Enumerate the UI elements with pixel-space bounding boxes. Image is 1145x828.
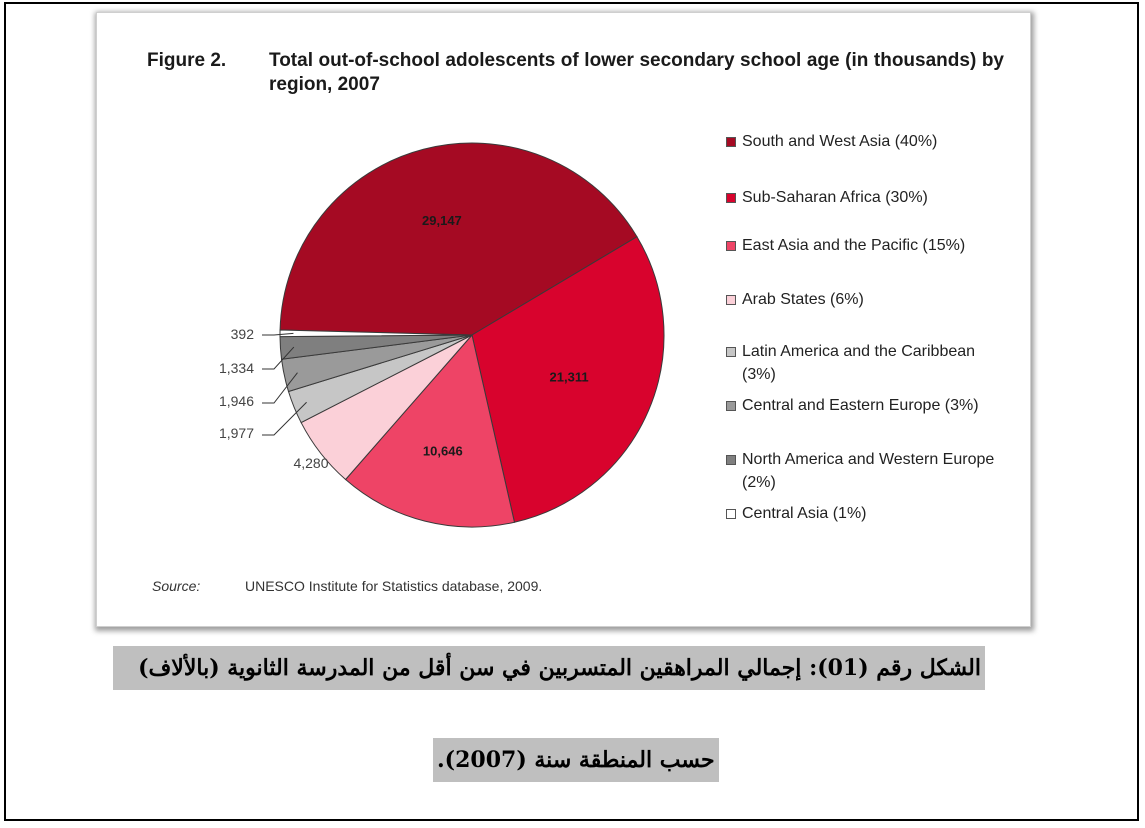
- data-label-south-and-west-asia: 29,147: [422, 213, 462, 228]
- data-label-arab-states: 4,280: [293, 455, 328, 471]
- legend-item-latin-america-and-the-caribbean: Latin America and the Caribbean (3%): [726, 340, 1002, 386]
- legend-label: Central and Eastern Europe (3%): [742, 397, 979, 414]
- legend-item-sub-saharan-africa: Sub-Saharan Africa (30%): [726, 186, 1002, 209]
- pie-slice-south-and-west-asia: [279, 142, 638, 336]
- data-label-central-and-eastern-europe: 1,946: [219, 393, 254, 409]
- source-label: Source:: [152, 578, 201, 594]
- data-label-central-asia: 392: [231, 326, 255, 342]
- data-label-sub-saharan-africa: 21,311: [550, 370, 589, 385]
- pie-slices: [279, 142, 665, 528]
- caption-line-1: الشكل رقم (01): إجمالي المراهقين المتسرب…: [113, 646, 985, 690]
- legend-swatch: [726, 347, 736, 357]
- legend-swatch: [726, 241, 736, 251]
- slice-labels: 29,147 21,311 10,646 4,280 1,977 1,946 1,334 39…: [219, 213, 589, 471]
- legend-label: South and West Asia (40%): [742, 133, 938, 150]
- legend-label: Arab States (6%): [742, 291, 864, 308]
- data-label-north-america-and-western-europe: 1,334: [219, 360, 254, 376]
- legend-item-central-asia: Central Asia (1%): [726, 502, 1002, 525]
- caption-line-2: حسب المنطقة سنة (2007).: [433, 738, 719, 782]
- page-frame: [4, 2, 1139, 821]
- legend-label: East Asia and the Pacific (15%): [742, 237, 966, 254]
- legend-swatch: [726, 509, 736, 519]
- legend-label: Sub-Saharan Africa (30%): [742, 189, 928, 206]
- legend-item-east-asia-and-the-pacific: East Asia and the Pacific (15%): [726, 234, 1002, 257]
- legend-swatch: [726, 193, 736, 203]
- pie-slice-sub-saharan-africa: [471, 236, 665, 523]
- legend-item-arab-states: Arab States (6%): [726, 288, 1002, 311]
- pie-slice-east-asia-and-the-pacific: [344, 333, 516, 528]
- source-text: UNESCO Institute for Statistics database…: [245, 578, 543, 594]
- leader-lines: [262, 332, 307, 436]
- figure-title-text: Total out-of-school adolescents of lower…: [269, 50, 1004, 95]
- legend-label: Latin America and the Caribbean (3%): [742, 343, 976, 383]
- leader-line-latin-america-and-the-caribbean: [262, 401, 307, 436]
- legend-item-central-and-eastern-europe: Central and Eastern Europe (3%): [726, 394, 1002, 417]
- figure-number: Figure 2.: [147, 50, 227, 71]
- figure-panel: Figure 2. Total out-of-school adolescent…: [96, 12, 1031, 627]
- legend-item-south-and-west-asia: South and West Asia (40%): [726, 130, 1002, 153]
- leader-line-north-america-and-western-europe: [262, 346, 295, 370]
- pie-slice-central-asia: [279, 329, 473, 338]
- legend-label: Central Asia (1%): [742, 505, 867, 522]
- legend-swatch: [726, 295, 736, 305]
- legend-item-north-america-and-western-europe: North America and Western Europe (2%): [726, 448, 1002, 494]
- leader-line-central-and-eastern-europe: [262, 372, 298, 404]
- pie-chart: 29,147 21,311 10,646 4,280 1,977 1,946 1,334 39…: [219, 142, 665, 528]
- legend-swatch: [726, 455, 736, 465]
- data-label-latin-america-and-the-caribbean: 1,977: [219, 425, 254, 441]
- legend-label: North America and Western Europe (2%): [742, 451, 995, 491]
- leader-line-central-asia: [262, 332, 294, 336]
- data-label-east-asia-and-the-pacific: 10,646: [423, 443, 463, 458]
- legend-swatch: [726, 137, 736, 147]
- legend-swatch: [726, 401, 736, 411]
